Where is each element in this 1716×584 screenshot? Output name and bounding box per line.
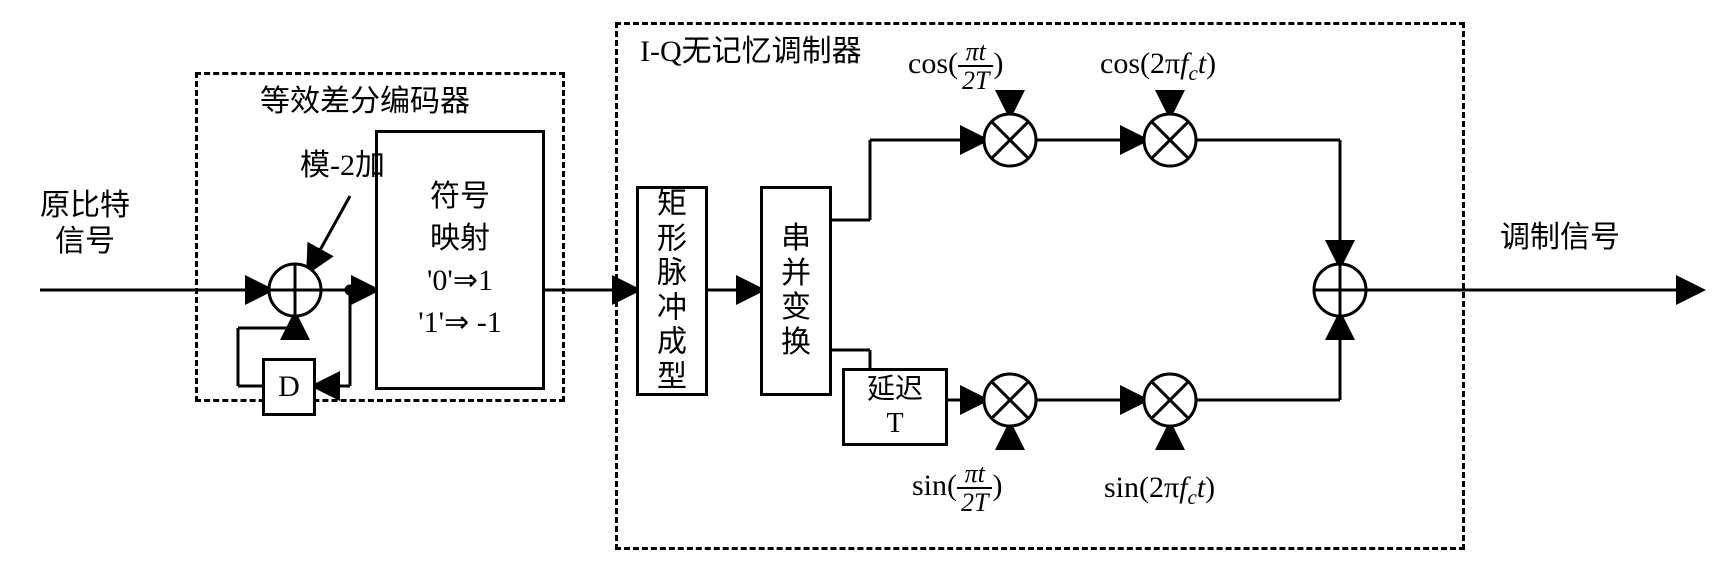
delay-t-line1: 延迟 bbox=[867, 373, 923, 407]
symbol-map-box: 符号 映射 '0'⇒1 '1'⇒ -1 bbox=[375, 130, 545, 390]
cos-shape-den: 2T bbox=[958, 67, 993, 94]
input-label-line2: 信号 bbox=[40, 225, 115, 258]
output-label: 调制信号 bbox=[1500, 220, 1620, 256]
delay-t-line2: T bbox=[886, 407, 903, 441]
sin-shape-den: 2T bbox=[957, 489, 992, 516]
symbol-map-line3: '0'⇒1 bbox=[427, 263, 493, 299]
sin-shape-label: sin(πt2T) bbox=[912, 460, 1002, 517]
symbol-map-line2: 映射 bbox=[430, 221, 490, 257]
sp-convert-box: 串并变换 bbox=[760, 186, 832, 396]
cos-carrier-label: cos(2πfct) bbox=[1100, 46, 1216, 86]
symbol-map-line1: 符号 bbox=[430, 179, 490, 215]
rect-pulse-box: 矩形脉冲成型 bbox=[636, 186, 708, 396]
delay-d-label: D bbox=[278, 369, 300, 405]
symbol-map-line4: '1'⇒ -1 bbox=[418, 305, 501, 341]
sin-shape-pre: sin( bbox=[912, 469, 957, 502]
input-label-line1: 原比特 bbox=[40, 189, 130, 222]
sin-shape-num: πt bbox=[957, 460, 992, 489]
delay-t-box: 延迟 T bbox=[842, 368, 948, 446]
sin-carrier-label: sin(2πfct) bbox=[1104, 470, 1215, 510]
sp-convert-label: 串并变换 bbox=[778, 222, 814, 360]
input-label: 原比特 信号 bbox=[40, 188, 130, 260]
modulator-title: I-Q无记忆调制器 bbox=[640, 34, 862, 70]
sin-shape-post: ) bbox=[992, 469, 1002, 502]
cos-shape-post: ) bbox=[993, 47, 1003, 80]
cos-shape-pre: cos( bbox=[908, 47, 958, 80]
mod2-add-label: 模-2加 bbox=[300, 148, 385, 184]
cos-shape-label: cos(πt2T) bbox=[908, 38, 1003, 95]
encoder-title: 等效差分编码器 bbox=[260, 84, 470, 120]
modulator-container bbox=[615, 22, 1465, 550]
delay-d-box: D bbox=[262, 358, 316, 416]
rect-pulse-label: 矩形脉冲成型 bbox=[654, 188, 690, 395]
cos-shape-num: πt bbox=[958, 38, 993, 67]
